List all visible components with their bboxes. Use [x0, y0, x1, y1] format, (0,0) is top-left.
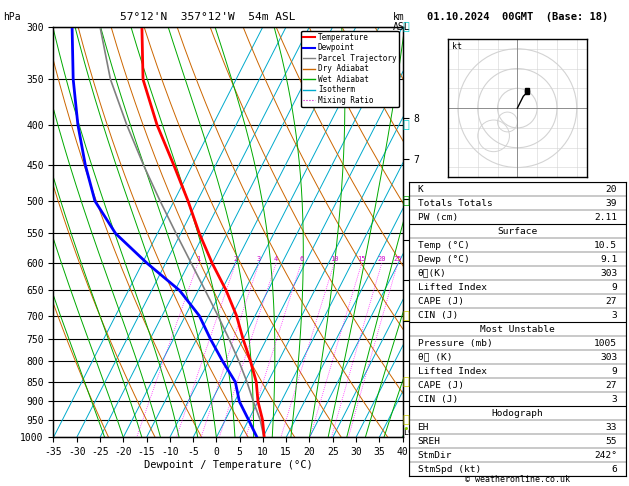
Text: Hodograph: Hodograph: [491, 409, 543, 418]
Text: ⋿: ⋿: [403, 415, 409, 425]
Text: 6: 6: [611, 465, 617, 474]
Text: 9: 9: [611, 283, 617, 292]
Text: 1005: 1005: [594, 339, 617, 348]
Text: 2: 2: [233, 256, 238, 261]
Text: 303: 303: [600, 269, 617, 278]
Text: 39: 39: [606, 199, 617, 208]
Text: K: K: [418, 185, 423, 194]
Text: hPa: hPa: [3, 12, 21, 22]
Text: CAPE (J): CAPE (J): [418, 297, 464, 306]
Text: 242°: 242°: [594, 451, 617, 460]
Text: Most Unstable: Most Unstable: [480, 325, 555, 334]
Text: Totals Totals: Totals Totals: [418, 199, 493, 208]
Text: LCL: LCL: [403, 428, 418, 437]
Text: 3: 3: [611, 311, 617, 320]
Text: 2.11: 2.11: [594, 213, 617, 222]
Text: 01.10.2024  00GMT  (Base: 18): 01.10.2024 00GMT (Base: 18): [426, 12, 608, 22]
Text: 20: 20: [377, 256, 386, 261]
Text: 25: 25: [394, 256, 402, 261]
Text: θᴄ (K): θᴄ (K): [418, 353, 452, 362]
Text: StmSpd (kt): StmSpd (kt): [418, 465, 481, 474]
Text: 3: 3: [257, 256, 261, 261]
Legend: Temperature, Dewpoint, Parcel Trajectory, Dry Adiabat, Wet Adiabat, Isotherm, Mi: Temperature, Dewpoint, Parcel Trajectory…: [301, 31, 399, 107]
Text: CIN (J): CIN (J): [418, 311, 458, 320]
Text: Lifted Index: Lifted Index: [418, 283, 486, 292]
Text: © weatheronline.co.uk: © weatheronline.co.uk: [465, 474, 570, 484]
Text: SREH: SREH: [418, 437, 440, 446]
Text: 9.1: 9.1: [600, 255, 617, 264]
Text: ⋿: ⋿: [403, 196, 409, 206]
Text: ⋿: ⋿: [403, 22, 409, 32]
Text: ⋿: ⋿: [403, 377, 409, 387]
Text: θᴄ(K): θᴄ(K): [418, 269, 447, 278]
Text: ASL: ASL: [393, 22, 411, 32]
Text: Pressure (mb): Pressure (mb): [418, 339, 493, 348]
Text: 4: 4: [274, 256, 278, 261]
Text: km: km: [393, 12, 405, 22]
Text: CAPE (J): CAPE (J): [418, 381, 464, 390]
Text: 55: 55: [606, 437, 617, 446]
Text: StmDir: StmDir: [418, 451, 452, 460]
Text: Dewp (°C): Dewp (°C): [418, 255, 469, 264]
Text: 27: 27: [606, 297, 617, 306]
Text: CIN (J): CIN (J): [418, 395, 458, 404]
Text: 27: 27: [606, 381, 617, 390]
Text: 20: 20: [606, 185, 617, 194]
Text: 10: 10: [330, 256, 338, 261]
Text: EH: EH: [418, 423, 429, 432]
Text: ⋿: ⋿: [403, 311, 409, 321]
Text: 303: 303: [600, 353, 617, 362]
Text: 9: 9: [611, 367, 617, 376]
Text: 33: 33: [606, 423, 617, 432]
Text: kt: kt: [452, 42, 462, 51]
Text: Temp (°C): Temp (°C): [418, 241, 469, 250]
Text: 10.5: 10.5: [594, 241, 617, 250]
Text: Lifted Index: Lifted Index: [418, 367, 486, 376]
X-axis label: Dewpoint / Temperature (°C): Dewpoint / Temperature (°C): [143, 460, 313, 470]
Text: 6: 6: [299, 256, 303, 261]
Text: Surface: Surface: [498, 227, 537, 236]
Text: PW (cm): PW (cm): [418, 213, 458, 222]
Text: •: •: [403, 424, 409, 434]
Text: 3: 3: [611, 395, 617, 404]
Text: 1: 1: [196, 256, 200, 261]
Text: 15: 15: [357, 256, 366, 261]
Text: 57°12'N  357°12'W  54m ASL: 57°12'N 357°12'W 54m ASL: [120, 12, 296, 22]
Text: ⋿: ⋿: [403, 120, 409, 130]
